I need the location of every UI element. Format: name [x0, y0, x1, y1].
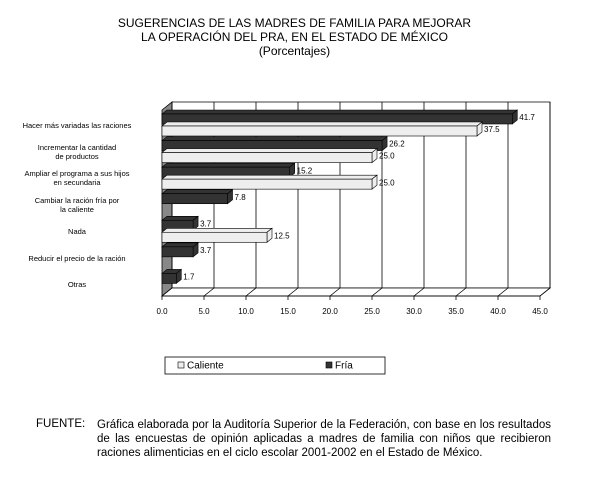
- x-tick-label: 45.0: [532, 307, 548, 316]
- source-label: FUENTE:: [36, 418, 86, 430]
- category-label: Cambiar la ración fría por la caliente: [34, 196, 120, 214]
- floor: [160, 287, 552, 297]
- bar: [161, 246, 194, 258]
- category-label: Otras: [67, 280, 87, 290]
- grid-line: [161, 287, 173, 297]
- x-tick-label: 20.0: [322, 307, 338, 316]
- legend-label: Caliente: [187, 361, 224, 372]
- bar: [161, 178, 373, 190]
- bar: [161, 231, 268, 243]
- category-label: Incrementar la cantidad de productos: [37, 142, 117, 161]
- value-label: 25.0: [379, 152, 395, 161]
- x-tick-label: 25.0: [364, 307, 380, 316]
- grid-line: [413, 287, 425, 297]
- grid-line: [329, 287, 341, 297]
- value-label: 15.2: [297, 166, 313, 175]
- value-label: 37.5: [484, 125, 500, 134]
- value-label: 1.7: [183, 273, 195, 282]
- bar: [161, 125, 478, 137]
- category-label: Nada: [68, 227, 86, 237]
- grid-line: [539, 287, 551, 297]
- bar-top: [161, 174, 378, 180]
- value-label: 12.5: [274, 231, 290, 240]
- grid-line: [497, 287, 509, 297]
- bar-top: [161, 109, 519, 115]
- bar: [161, 152, 373, 163]
- category-label: Ampliar el programa a sus hijos en secun…: [24, 169, 130, 188]
- value-label: 26.2: [389, 140, 405, 149]
- chart-title: LA OPERACIÓN DEL PRA, EN EL ESTADO DE MÉ…: [141, 30, 448, 44]
- value-label: 41.7: [519, 113, 535, 122]
- grid-line: [203, 287, 215, 297]
- x-tick-label: 0.0: [156, 307, 168, 316]
- grid-line: [287, 287, 299, 297]
- category-label: Hacer más variadas las raciones: [22, 120, 132, 130]
- bar-top: [161, 189, 234, 195]
- x-tick-label: 10.0: [238, 307, 254, 316]
- grid-line: [455, 287, 467, 297]
- grid-line: [371, 287, 383, 297]
- bar: [161, 273, 177, 284]
- x-tick-label: 30.0: [406, 307, 422, 316]
- x-tick-label: 35.0: [448, 307, 464, 316]
- bar-top: [161, 136, 388, 141]
- chart-subtitle: (Porcentajes): [258, 44, 331, 58]
- bar-top: [161, 242, 199, 248]
- x-tick-label: 15.0: [280, 307, 296, 316]
- value-label: 3.7: [200, 246, 212, 255]
- legend-swatch: [177, 361, 185, 369]
- legend-box: [164, 356, 386, 375]
- source-text: Gráfica elaborada por la Auditoría Super…: [97, 419, 551, 459]
- legend-swatch: [325, 361, 333, 369]
- x-tick-label: 5.0: [198, 307, 210, 316]
- legend-label: Fría: [335, 361, 353, 372]
- bar-top: [161, 148, 378, 153]
- bar-top: [161, 162, 296, 168]
- category-label: Reducir el precio de la ración: [28, 253, 126, 263]
- value-label: 7.8: [235, 193, 247, 202]
- bar-top: [161, 215, 199, 221]
- grid-line: [245, 287, 257, 297]
- bar-top: [161, 121, 483, 127]
- bar: [161, 193, 228, 205]
- chart-title: SUGERENCIAS DE LAS MADRES DE FAMILIA PAR…: [117, 16, 472, 30]
- bar-top: [161, 227, 273, 233]
- value-label: 3.7: [200, 219, 212, 228]
- chart: 0.0 5.0 10.0 15.0 20.0 25.0 30.0 35.0 40.0 45.0 41…: [156, 101, 552, 375]
- value-label: 25.0: [379, 178, 395, 187]
- x-tick-label: 40.0: [490, 307, 506, 316]
